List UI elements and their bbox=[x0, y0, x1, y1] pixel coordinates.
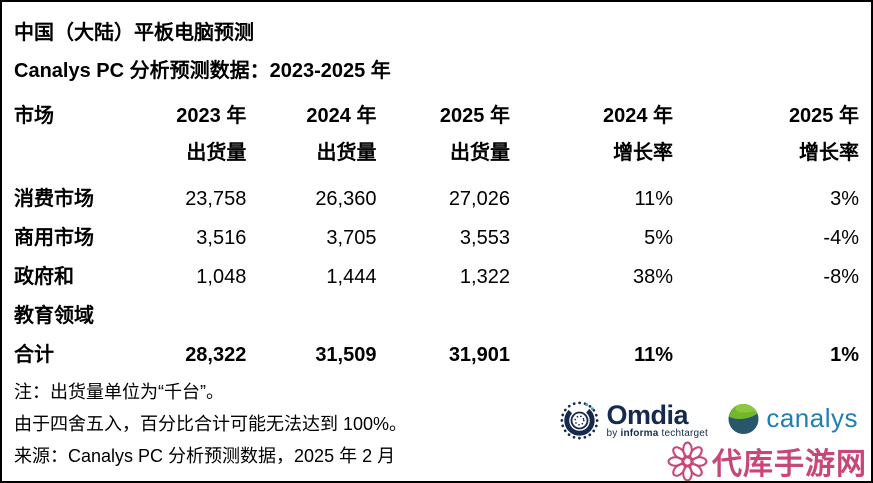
omdia-wordmark: Omdia bbox=[606, 400, 689, 430]
column-header-metric: 出货量 bbox=[316, 142, 377, 164]
cell-growth-2024: 5% bbox=[644, 227, 674, 249]
cell-shipments-2025: 3,553 bbox=[459, 227, 510, 249]
page-subtitle: Canalys PC 分析预测数据：2023-2025 年 bbox=[14, 60, 391, 82]
cell-shipments-2023-total: 28,322 bbox=[185, 344, 247, 366]
omdia-tagline-informa: informa bbox=[620, 428, 659, 439]
table-row-government-education: 政府和 教育领域 1,048 1,444 1,322 38% -8% bbox=[14, 258, 859, 336]
column-header-market: 市场 bbox=[14, 98, 124, 180]
column-header-year: 2024 年 bbox=[603, 105, 674, 127]
column-header-year: 2025 年 bbox=[439, 105, 510, 127]
note-source: 来源：Canalys PC 分析预测数据，2025 年 2 月 bbox=[14, 446, 396, 466]
cell-shipments-2025-total: 31,901 bbox=[448, 344, 510, 366]
table-row-total: 合计 28,322 31,509 31,901 11% 1% bbox=[14, 336, 859, 374]
cell-growth-2025: 3% bbox=[830, 188, 859, 210]
table-row-commercial: 商用市场 3,516 3,705 3,553 5% -4% bbox=[14, 219, 859, 258]
page-title: 中国（大陆）平板电脑预测 bbox=[14, 22, 254, 44]
cell-growth-2024-total: 11% bbox=[634, 344, 674, 366]
cell-shipments-2024: 26,360 bbox=[315, 188, 377, 210]
omdia-logo-text: Omdia by informa techtarget bbox=[606, 400, 708, 440]
note-rounding: 由于四舍五入，百分比合计可能无法达到 100%。 bbox=[14, 414, 408, 434]
canalys-logo-icon bbox=[727, 401, 760, 435]
column-header-metric: 出货量 bbox=[449, 142, 510, 164]
cell-growth-2025: -8% bbox=[823, 266, 859, 288]
column-header-growth-2024: 2024 年 增长率 bbox=[510, 98, 673, 180]
cell-market-total: 合计 bbox=[14, 344, 54, 366]
column-header-year: 2025 年 bbox=[788, 105, 859, 127]
table-header-row: 市场 2023 年 出货量 2024 年 出货量 2025 年 出货量 2024… bbox=[14, 98, 859, 180]
footnotes: 注：出货量单位为“千台”。 由于四舍五入，百分比合计可能无法达到 100%。 来… bbox=[14, 376, 859, 472]
watermark-flower-icon bbox=[666, 440, 709, 482]
cell-market: 政府和 教育领域 bbox=[14, 266, 94, 327]
cell-shipments-2024: 1,444 bbox=[326, 266, 377, 288]
omdia-tagline: by informa techtarget bbox=[607, 428, 708, 439]
cell-shipments-2023: 3,516 bbox=[196, 227, 247, 249]
note-unit: 注：出货量单位为“千台”。 bbox=[14, 382, 224, 402]
cell-shipments-2024: 3,705 bbox=[326, 227, 377, 249]
column-header-shipments-2024: 2024 年 出货量 bbox=[246, 98, 376, 180]
cell-growth-2025: -4% bbox=[823, 227, 859, 249]
cell-growth-2024: 11% bbox=[634, 188, 674, 210]
forecast-table: 市场 2023 年 出货量 2024 年 出货量 2025 年 出货量 2024… bbox=[14, 98, 859, 374]
column-header-metric: 增长率 bbox=[613, 142, 674, 164]
watermark-wordmark: 代库手游网 bbox=[712, 448, 867, 481]
cell-shipments-2024-total: 31,509 bbox=[315, 344, 377, 366]
cell-growth-2024: 38% bbox=[633, 266, 674, 288]
cell-shipments-2025: 27,026 bbox=[448, 188, 510, 210]
canalys-logo: canalys bbox=[727, 401, 858, 435]
column-header-shipments-2025: 2025 年 出货量 bbox=[376, 98, 510, 180]
column-header-metric: 增长率 bbox=[799, 142, 859, 164]
cell-growth-2025-total: 1% bbox=[830, 344, 859, 366]
omdia-tagline-by: by bbox=[606, 428, 621, 439]
omdia-logo: Omdia by informa techtarget bbox=[559, 400, 708, 441]
column-header-shipments-2023: 2023 年 出货量 bbox=[124, 98, 247, 180]
table-row-consumer: 消费市场 23,758 26,360 27,026 11% 3% bbox=[14, 180, 859, 219]
column-header-year: 2024 年 bbox=[306, 105, 377, 127]
column-header-market-label: 市场 bbox=[14, 105, 54, 127]
column-header-growth-2025: 2025 年 增长率 bbox=[673, 98, 859, 180]
cell-shipments-2023: 1,048 bbox=[196, 266, 247, 288]
cell-market: 消费市场 bbox=[14, 188, 94, 210]
cell-shipments-2025: 1,322 bbox=[459, 266, 510, 288]
canalys-wordmark: canalys bbox=[766, 403, 858, 433]
column-header-metric: 出货量 bbox=[186, 142, 247, 164]
cell-shipments-2023: 23,758 bbox=[185, 188, 247, 210]
watermark-logo: 代库手游网 bbox=[666, 439, 867, 482]
omdia-logo-icon bbox=[559, 400, 600, 441]
omdia-tagline-techtarget: techtarget bbox=[658, 428, 708, 439]
cell-market: 商用市场 bbox=[14, 227, 94, 249]
column-header-year: 2023 年 bbox=[176, 105, 247, 127]
